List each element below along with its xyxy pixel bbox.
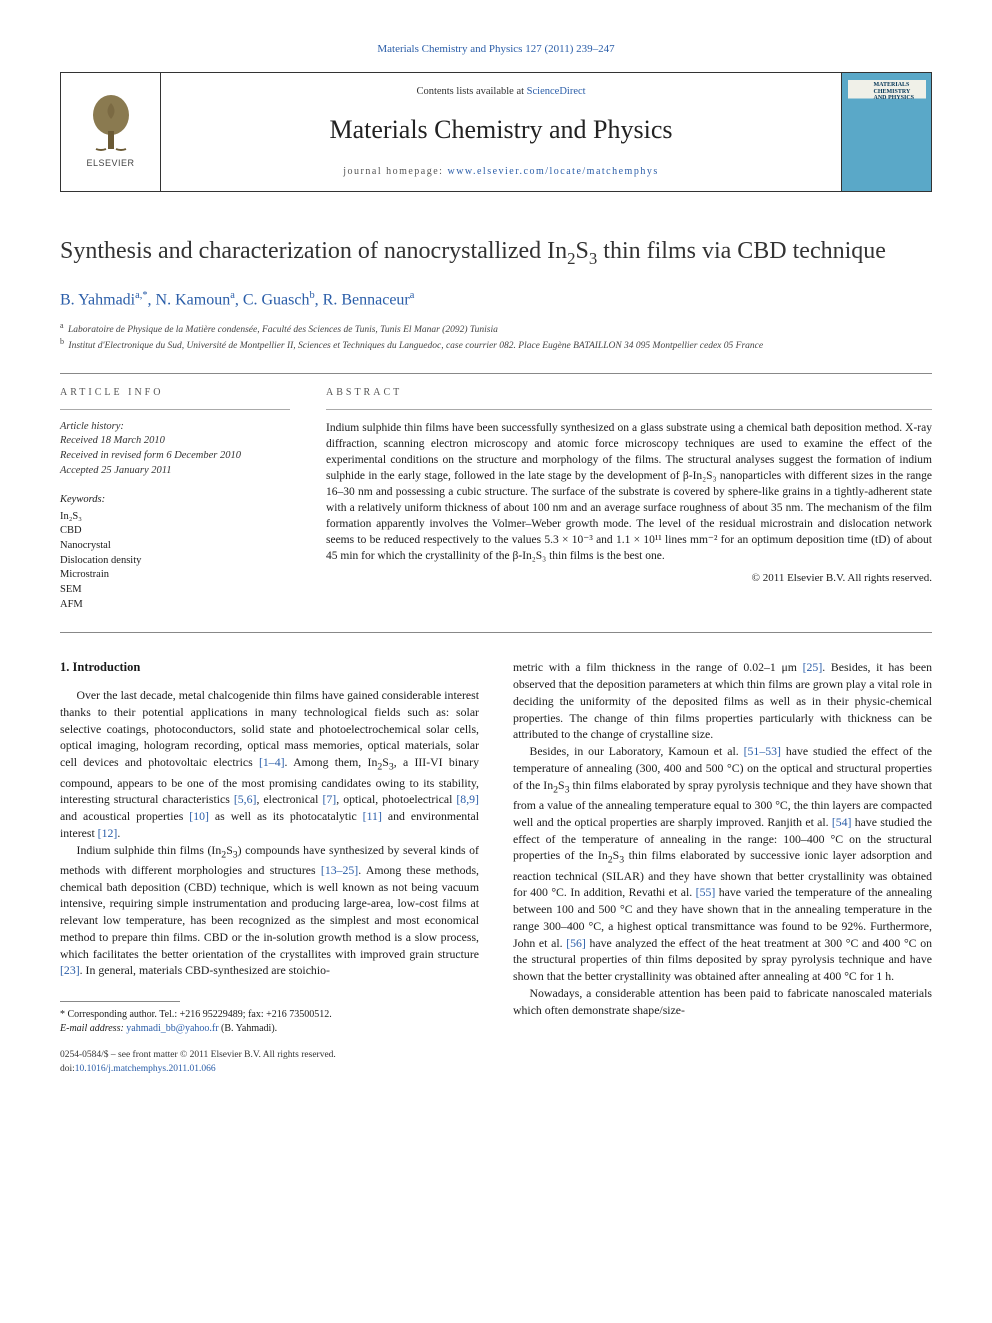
affiliations: a Laboratoire de Physique de la Matière … — [60, 321, 932, 353]
history-revised: Received in revised form 6 December 2010 — [60, 449, 290, 464]
contents-available-line: Contents lists available at ScienceDirec… — [181, 84, 821, 99]
history-label: Article history: — [60, 420, 290, 435]
doi-label: doi: — [60, 1064, 75, 1074]
contents-available-prefix: Contents lists available at — [416, 86, 526, 97]
body-para: Over the last decade, metal chalcogenide… — [60, 687, 479, 841]
elsevier-tree-icon — [86, 93, 136, 153]
corresponding-line: * Corresponding author. Tel.: +216 95229… — [60, 1008, 479, 1022]
journal-reference: Materials Chemistry and Physics 127 (201… — [60, 42, 932, 58]
affiliation-b: b Institut d'Electronique du Sud, Univer… — [60, 337, 932, 353]
keyword-item: CBD — [60, 524, 290, 539]
corresponding-author-footnote: * Corresponding author. Tel.: +216 95229… — [60, 1008, 479, 1035]
rule-info — [60, 409, 290, 410]
abstract-column: abstract Indium sulphide thin films have… — [326, 386, 932, 612]
history-received: Received 18 March 2010 — [60, 434, 290, 449]
affiliation-a: a Laboratoire de Physique de la Matière … — [60, 321, 932, 337]
journal-cover-icon — [848, 80, 926, 184]
email-person: (B. Yahmadi). — [219, 1023, 278, 1034]
authors-line: B. Yahmadia,*, N. Kamouna, C. Guaschb, R… — [60, 288, 932, 312]
abstract-heading: abstract — [326, 386, 932, 401]
body-para: Indium sulphide thin films (In2S3) compo… — [60, 842, 479, 980]
keyword-item: SEM — [60, 583, 290, 598]
homepage-link[interactable]: www.elsevier.com/locate/matchemphys — [447, 166, 658, 177]
body-para: Besides, in our Laboratory, Kamoun et al… — [513, 743, 932, 985]
rule-bottom — [60, 632, 932, 633]
rule-top — [60, 373, 932, 374]
rule-abstract — [326, 409, 932, 410]
homepage-line: journal homepage: www.elsevier.com/locat… — [181, 165, 821, 180]
section-heading-intro: 1. Introduction — [60, 659, 479, 677]
keyword-item: Nanocrystal — [60, 539, 290, 554]
cover-cell — [841, 73, 931, 191]
banner-center: Contents lists available at ScienceDirec… — [161, 74, 841, 189]
keyword-item: In₂S₃ — [60, 510, 290, 525]
body-para: Nowadays, a considerable attention has b… — [513, 985, 932, 1019]
keyword-item: Dislocation density — [60, 554, 290, 569]
keywords-label: Keywords: — [60, 492, 290, 507]
doi-line: doi:10.1016/j.matchemphys.2011.01.066 — [60, 1063, 479, 1076]
email-label: E-mail address: — [60, 1023, 126, 1034]
journal-reference-link[interactable]: Materials Chemistry and Physics 127 (201… — [377, 43, 614, 55]
publisher-label: ELSEVIER — [86, 157, 134, 170]
keyword-item: Microstrain — [60, 568, 290, 583]
journal-banner: ELSEVIER Contents lists available at Sci… — [60, 72, 932, 192]
keywords-list: In₂S₃ CBD Nanocrystal Dislocation densit… — [60, 510, 290, 613]
issn-line: 0254-0584/$ – see front matter © 2011 El… — [60, 1049, 479, 1062]
body-para: metric with a film thickness in the rang… — [513, 659, 932, 743]
paper-title: Synthesis and characterization of nanocr… — [60, 236, 932, 270]
abstract-text: Indium sulphide thin films have been suc… — [326, 420, 932, 565]
email-link[interactable]: yahmadi_bb@yahoo.fr — [126, 1023, 218, 1034]
footnote-rule — [60, 1001, 180, 1002]
publisher-cell: ELSEVIER — [61, 73, 161, 191]
abstract-copyright: © 2011 Elsevier B.V. All rights reserved… — [326, 571, 932, 587]
history-accepted: Accepted 25 January 2011 — [60, 464, 290, 479]
article-info-heading: article info — [60, 386, 290, 401]
body-two-column: 1. Introduction Over the last decade, me… — [60, 659, 932, 1076]
article-info-column: article info Article history: Received 1… — [60, 386, 290, 612]
sciencedirect-link[interactable]: ScienceDirect — [527, 86, 586, 97]
doi-link[interactable]: 10.1016/j.matchemphys.2011.01.066 — [75, 1064, 216, 1074]
homepage-label: journal homepage: — [343, 166, 447, 177]
article-history: Article history: Received 18 March 2010 … — [60, 420, 290, 479]
email-line: E-mail address: yahmadi_bb@yahoo.fr (B. … — [60, 1022, 479, 1036]
journal-name: Materials Chemistry and Physics — [181, 111, 821, 149]
keyword-item: AFM — [60, 598, 290, 613]
